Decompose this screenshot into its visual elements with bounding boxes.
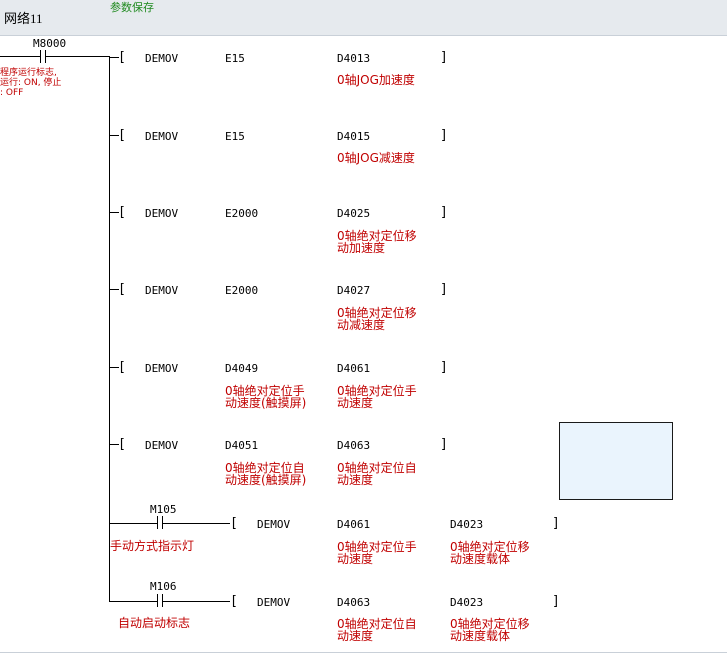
src-comment: 0轴绝对定位自 动速度: [337, 617, 417, 643]
instruction-op: DEMOV: [145, 130, 179, 143]
src-comment: 0轴绝对定位手 动速度: [337, 540, 417, 566]
src-comment: 0轴绝对定位自 动速度(触摸屏): [225, 461, 307, 487]
instruction-op: DEMOV: [145, 207, 179, 220]
contact-symbol-right: [162, 594, 163, 607]
instruction-src: D4063: [337, 596, 371, 609]
src-comment: 0轴绝对定位手 动速度(触摸屏): [225, 384, 307, 410]
instruction-src: E2000: [225, 284, 259, 297]
instruction-close-bracket: ]: [440, 437, 448, 452]
instruction-dst: D4023: [450, 596, 484, 609]
instruction-op: DEMOV: [257, 596, 291, 609]
instruction-open-bracket: [: [118, 282, 126, 297]
contact-comment: 自动启动标志: [118, 616, 191, 630]
instruction-close-bracket: ]: [440, 128, 448, 143]
rung-wire: [109, 367, 119, 368]
instruction-open-bracket: [: [230, 594, 238, 609]
instruction-dst: D4023: [450, 518, 484, 531]
instruction-src: E15: [225, 52, 245, 65]
dst-comment: 0轴绝对定位移 动速度载体: [450, 540, 530, 566]
instruction-open-bracket: [: [118, 128, 126, 143]
instruction-open-bracket: [: [118, 360, 126, 375]
rung-wire: [45, 56, 109, 57]
selection-box[interactable]: [559, 422, 673, 500]
instruction-op: DEMOV: [145, 52, 179, 65]
instruction-close-bracket: ]: [440, 50, 448, 65]
rung-wire: [109, 135, 119, 136]
instruction-dst: D4063: [337, 439, 371, 452]
contact-comment-line: : OFF: [0, 88, 24, 98]
contact-comment-line: 运行: ON, 停止: [0, 78, 62, 88]
dst-comment: 0轴绝对定位移 动减速度: [337, 306, 417, 332]
rung-wire: [162, 523, 230, 524]
contact-address: M8000: [33, 37, 67, 50]
rung-wire: [162, 601, 230, 602]
network-title: 网络11: [4, 11, 43, 26]
contact-address: M106: [150, 580, 177, 593]
rung-wire: [0, 56, 40, 57]
dst-comment: 0轴绝对定位移 动加速度: [337, 229, 417, 255]
instruction-open-bracket: [: [230, 516, 238, 531]
rung-wire: [109, 289, 119, 290]
instruction-close-bracket: ]: [552, 594, 560, 609]
instruction-close-bracket: ]: [440, 360, 448, 375]
contact-comment-line: 程序运行标志,: [0, 68, 57, 78]
instruction-close-bracket: ]: [440, 205, 448, 220]
instruction-op: DEMOV: [145, 439, 179, 452]
instruction-dst: D4027: [337, 284, 371, 297]
instruction-op: DEMOV: [145, 284, 179, 297]
instruction-src: E2000: [225, 207, 259, 220]
dst-comment: 0轴JOG加速度: [337, 73, 415, 87]
network-header: 网络11 参数保存: [0, 0, 727, 36]
instruction-src: D4061: [337, 518, 371, 531]
contact-symbol-left: [157, 516, 158, 529]
bottom-divider: [0, 652, 727, 653]
instruction-close-bracket: ]: [552, 516, 560, 531]
rung-wire: [109, 601, 157, 602]
rung-wire: [109, 444, 119, 445]
rung-wire: [109, 212, 119, 213]
branch-bus: [109, 56, 110, 602]
instruction-open-bracket: [: [118, 437, 126, 452]
instruction-open-bracket: [: [118, 50, 126, 65]
instruction-dst: D4061: [337, 362, 371, 375]
instruction-open-bracket: [: [118, 205, 126, 220]
instruction-src: D4051: [225, 439, 259, 452]
instruction-close-bracket: ]: [440, 282, 448, 297]
contact-comment: 手动方式指示灯: [110, 539, 195, 553]
contact-symbol-left: [40, 50, 41, 63]
instruction-dst: D4013: [337, 52, 371, 65]
dst-comment: 0轴绝对定位移 动速度载体: [450, 617, 530, 643]
rung-wire: [109, 57, 119, 58]
network-comment[interactable]: 参数保存: [110, 1, 154, 14]
rung-wire: [109, 523, 157, 524]
instruction-dst: D4025: [337, 207, 371, 220]
instruction-src: E15: [225, 130, 245, 143]
contact-address: M105: [150, 503, 177, 516]
dst-comment: 0轴绝对定位手 动速度: [337, 384, 417, 410]
instruction-src: D4049: [225, 362, 259, 375]
instruction-dst: D4015: [337, 130, 371, 143]
dst-comment: 0轴绝对定位自 动速度: [337, 461, 417, 487]
instruction-op: DEMOV: [145, 362, 179, 375]
contact-symbol-left: [157, 594, 158, 607]
dst-comment: 0轴JOG减速度: [337, 151, 415, 165]
contact-symbol-right: [162, 516, 163, 529]
instruction-op: DEMOV: [257, 518, 291, 531]
